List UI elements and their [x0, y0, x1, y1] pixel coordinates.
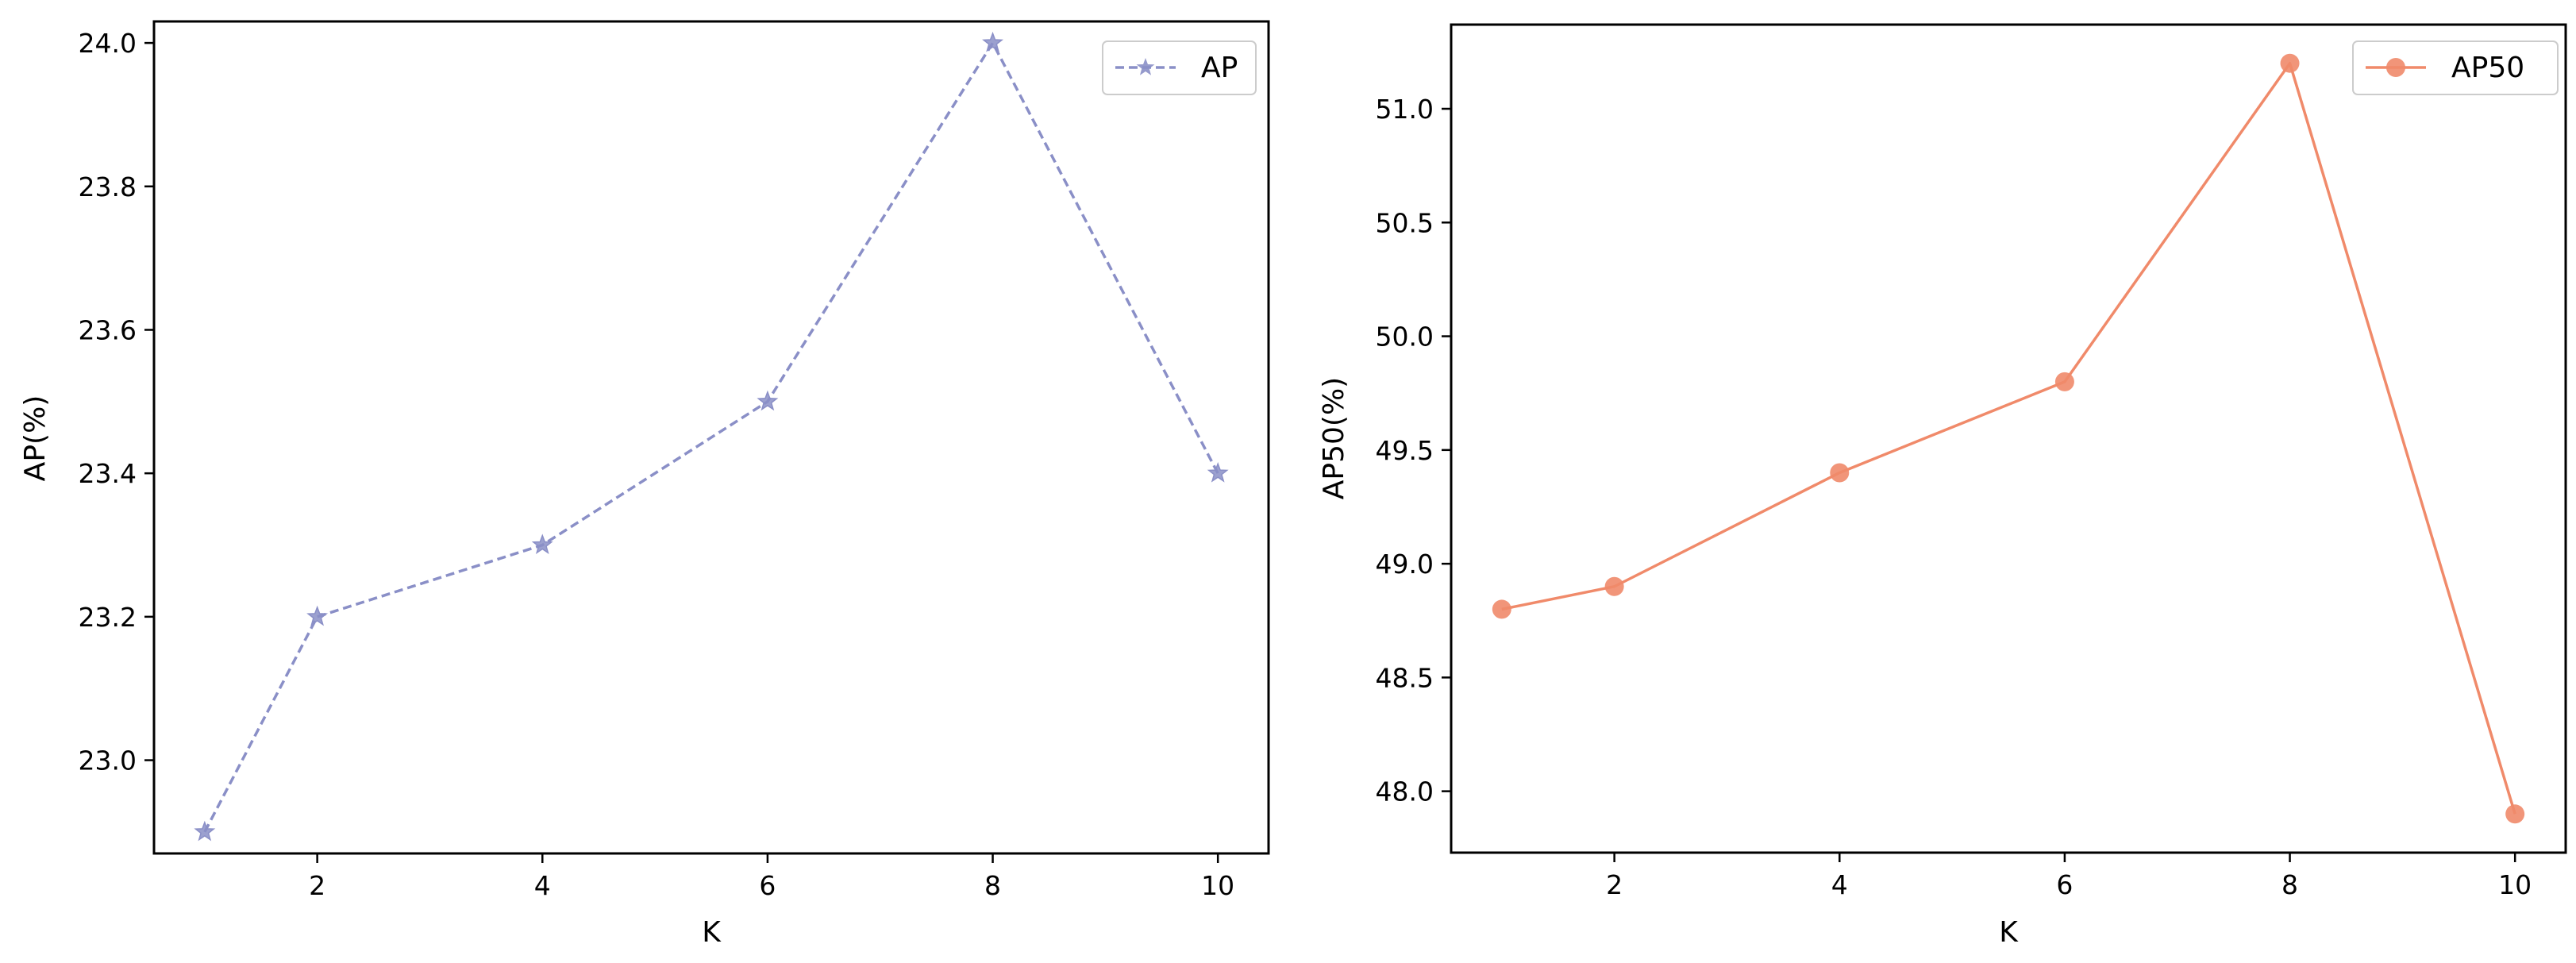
ap50-x-tick-label: 4: [1831, 869, 1848, 900]
ap50-circle-marker: [1492, 599, 1511, 619]
ap-star-marker: [531, 534, 553, 554]
ap-star-marker: [757, 390, 779, 411]
ap-legend: AP: [1102, 40, 1257, 95]
ap50-x-axis-label: K: [1999, 916, 2019, 949]
ap-x-tick-label: 8: [984, 870, 1001, 901]
ap50-y-tick-label: 48.5: [1376, 662, 1434, 693]
ap50-x-tick-label: 8: [2281, 869, 2298, 900]
ap50-plot-frame: [1450, 23, 2567, 854]
ap-y-tick-label: 23.8: [79, 171, 137, 202]
ap50-legend: AP50: [2352, 40, 2559, 95]
ap50-legend-circle-marker: [2386, 58, 2405, 77]
ap-y-tick-label: 23.4: [79, 458, 137, 489]
ap50-circle-marker: [1830, 463, 1850, 483]
ap-star-marker: [1207, 462, 1229, 483]
ap-star-marker: [194, 820, 216, 842]
ap50-legend-label: AP50: [2451, 52, 2524, 84]
ap-x-tick-label: 6: [759, 870, 776, 901]
ap-y-tick-label: 24.0: [79, 28, 137, 59]
ap-y-tick-label: 23.2: [79, 602, 137, 633]
ap-x-tick-label: 4: [534, 870, 551, 901]
ap50-legend-box: [2352, 40, 2559, 95]
ap50-circle-marker: [2054, 372, 2074, 391]
ap50-circle-marker: [2505, 804, 2525, 824]
ap-y-tick-label: 23.0: [79, 745, 137, 776]
ap-star-marker: [982, 31, 1004, 52]
ap-x-tick-label: 10: [1201, 870, 1234, 901]
ap-legend-label: AP: [1201, 52, 1238, 84]
ap-legend-box: [1102, 40, 1257, 95]
ap-y-axis-label: AP(%): [19, 395, 52, 482]
ap-chart: 2 4 6 8 10 23.0 23.2 23.4 23.6 23.8 24.0 AP K AP(%…: [19, 20, 1270, 949]
ap50-y-tick-label: 48.0: [1376, 776, 1434, 807]
ap50-y-tick-label: 50.5: [1376, 207, 1434, 238]
ap-x-axis-label: K: [702, 916, 722, 949]
ap50-chart-marks: 2 4 6 8 10 48.0 48.5 49.0 49.5 50.0 50.5 51.0: [1376, 53, 2532, 900]
ap-plot-frame: [152, 20, 1270, 855]
ap50-y-tick-label: 49.5: [1376, 435, 1434, 466]
ap-y-tick-label: 23.6: [79, 314, 137, 345]
ap50-y-tick-label: 49.0: [1376, 549, 1434, 580]
ap-series-line: [203, 41, 1219, 833]
ap50-circle-marker: [1604, 576, 1624, 596]
ap50-x-tick-label: 2: [1606, 869, 1623, 900]
ap50-circle-marker: [2280, 53, 2300, 73]
ap-x-tick-label: 2: [309, 870, 325, 901]
ap50-x-tick-label: 10: [2498, 869, 2532, 900]
ap-star-marker: [306, 605, 329, 626]
ap50-y-tick-label: 50.0: [1376, 322, 1434, 352]
ap50-y-tick-label: 51.0: [1376, 94, 1434, 125]
ap-legend-star-marker: [1136, 58, 1155, 75]
ap50-y-axis-label: AP50(%): [1318, 377, 1350, 499]
ap50-series-line: [1501, 61, 2516, 815]
ap50-x-tick-label: 6: [2056, 869, 2073, 900]
ap-chart-marks: 2 4 6 8 10 23.0 23.2 23.4 23.6 23.8 24.0: [79, 28, 1235, 901]
